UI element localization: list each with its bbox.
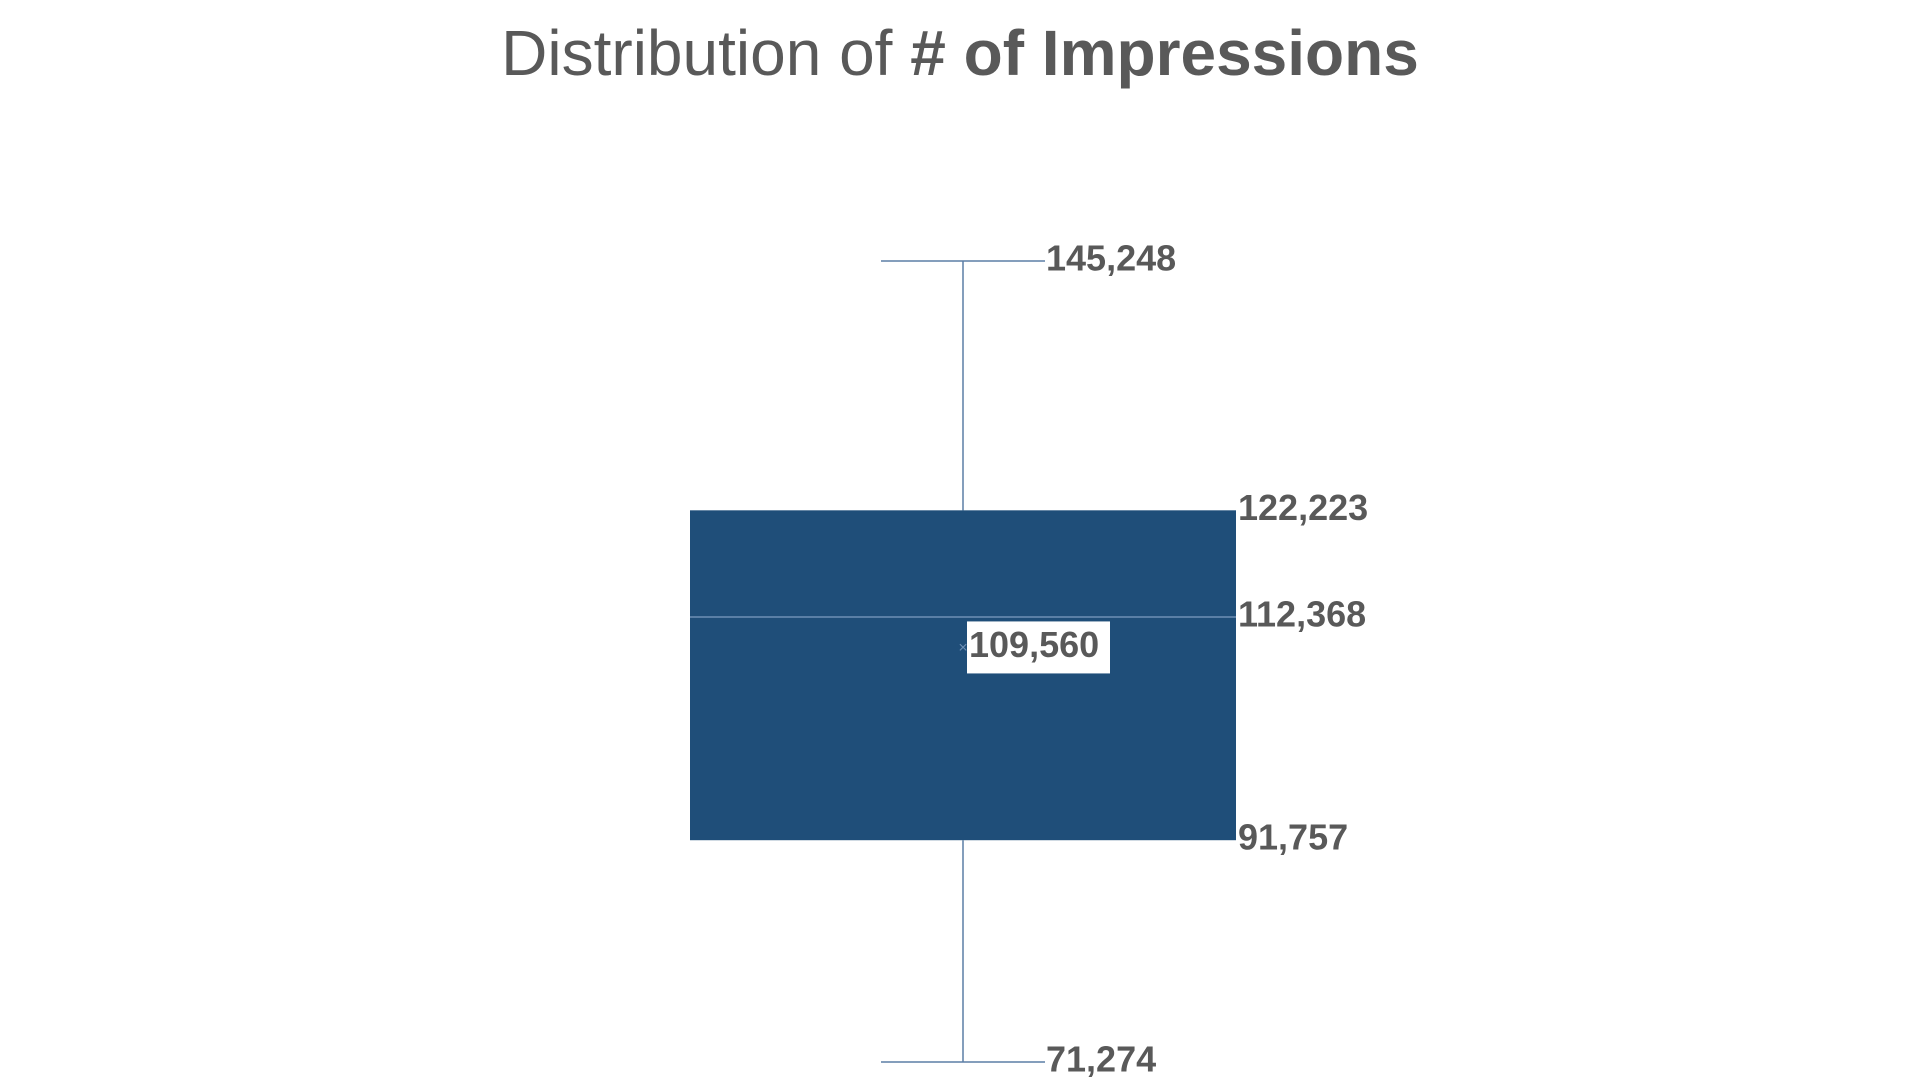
- chart-title-bold: # of Impressions: [910, 17, 1419, 89]
- interquartile-box: [690, 510, 1236, 841]
- q1-label: 91,757: [1238, 817, 1348, 858]
- mean-label: 109,560: [969, 624, 1099, 665]
- chart-title-regular: Distribution of: [501, 17, 911, 89]
- median-label: 112,368: [1238, 594, 1366, 635]
- q3-label: 122,223: [1238, 487, 1368, 528]
- chart-title: Distribution of # of Impressions: [0, 16, 1920, 90]
- mean-label-background: [967, 621, 1110, 674]
- min-label: 71,274: [1046, 1039, 1156, 1080]
- max-label: 145,248: [1046, 238, 1176, 279]
- mean-marker: ×: [958, 639, 967, 656]
